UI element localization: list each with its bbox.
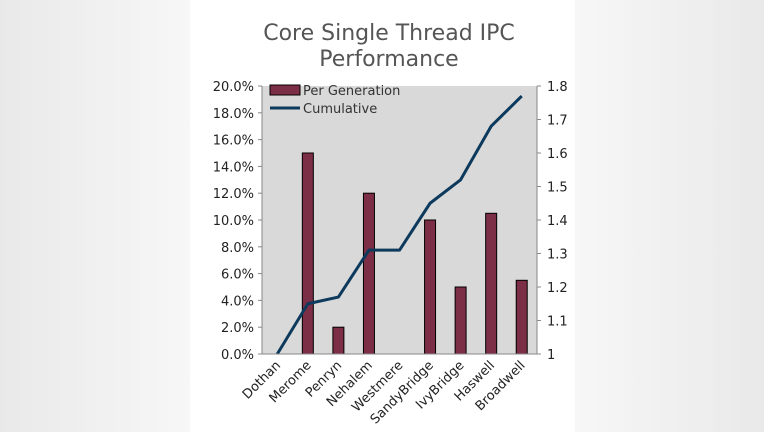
right-tick-label: 1.3 [547, 248, 568, 263]
bar-penryn [332, 326, 345, 355]
left-tick-label: 8.0% [221, 241, 254, 256]
left-tick-label: 4.0% [221, 294, 254, 309]
chart-title-line-1: Core Single Thread IPC [263, 21, 515, 46]
right-axis-ticks: 1 1.1 1.2 1.3 1.4 1.5 1.6 1.7 1.8 [537, 80, 568, 363]
left-tick-label: 20.0% [213, 80, 254, 95]
bar-haswell [485, 212, 498, 355]
right-tick-label: 1.2 [547, 281, 568, 296]
left-tick-label: 0.0% [221, 348, 254, 363]
legend-label-per-generation: Per Generation [303, 84, 400, 99]
right-backdrop [575, 0, 764, 432]
right-tick-label: 1.5 [547, 181, 568, 196]
cumulative-line-group [275, 94, 523, 355]
legend-swatch-per-generation [269, 84, 301, 96]
legend-label-cumulative: Cumulative [303, 102, 377, 117]
left-backdrop [0, 0, 190, 432]
bar-ivybridge [454, 286, 467, 355]
bar-broadwell [515, 279, 528, 355]
bar-nehalem [362, 192, 375, 355]
left-tick-label: 16.0% [213, 134, 254, 149]
category-labels: DothanMeromePenrynNehalemWestmereSandyBr… [240, 358, 529, 427]
right-tick-label: 1.7 [547, 114, 568, 129]
right-tick-label: 1.1 [547, 315, 568, 330]
right-tick-label: 1.6 [547, 147, 568, 162]
left-tick-label: 14.0% [213, 160, 254, 175]
right-tick-label: 1.8 [547, 80, 568, 95]
right-tick-label: 1.4 [547, 214, 568, 229]
left-tick-label: 10.0% [213, 214, 254, 229]
left-tick-label: 12.0% [213, 187, 254, 202]
left-tick-label: 18.0% [213, 107, 254, 122]
right-tick-label: 1 [547, 348, 555, 363]
left-tick-label: 2.0% [221, 321, 254, 336]
left-tick-label: 6.0% [221, 268, 254, 283]
cumulative-line [275, 94, 523, 355]
chart-title-line-2: Performance [319, 47, 458, 72]
bar-sandybridge [424, 219, 437, 355]
bar-merome [301, 152, 314, 355]
left-axis-ticks: 0.0% 2.0% 4.0% 6.0% 8.0% 10.0% 12.0% 14.0% 16.0%… [213, 80, 262, 363]
